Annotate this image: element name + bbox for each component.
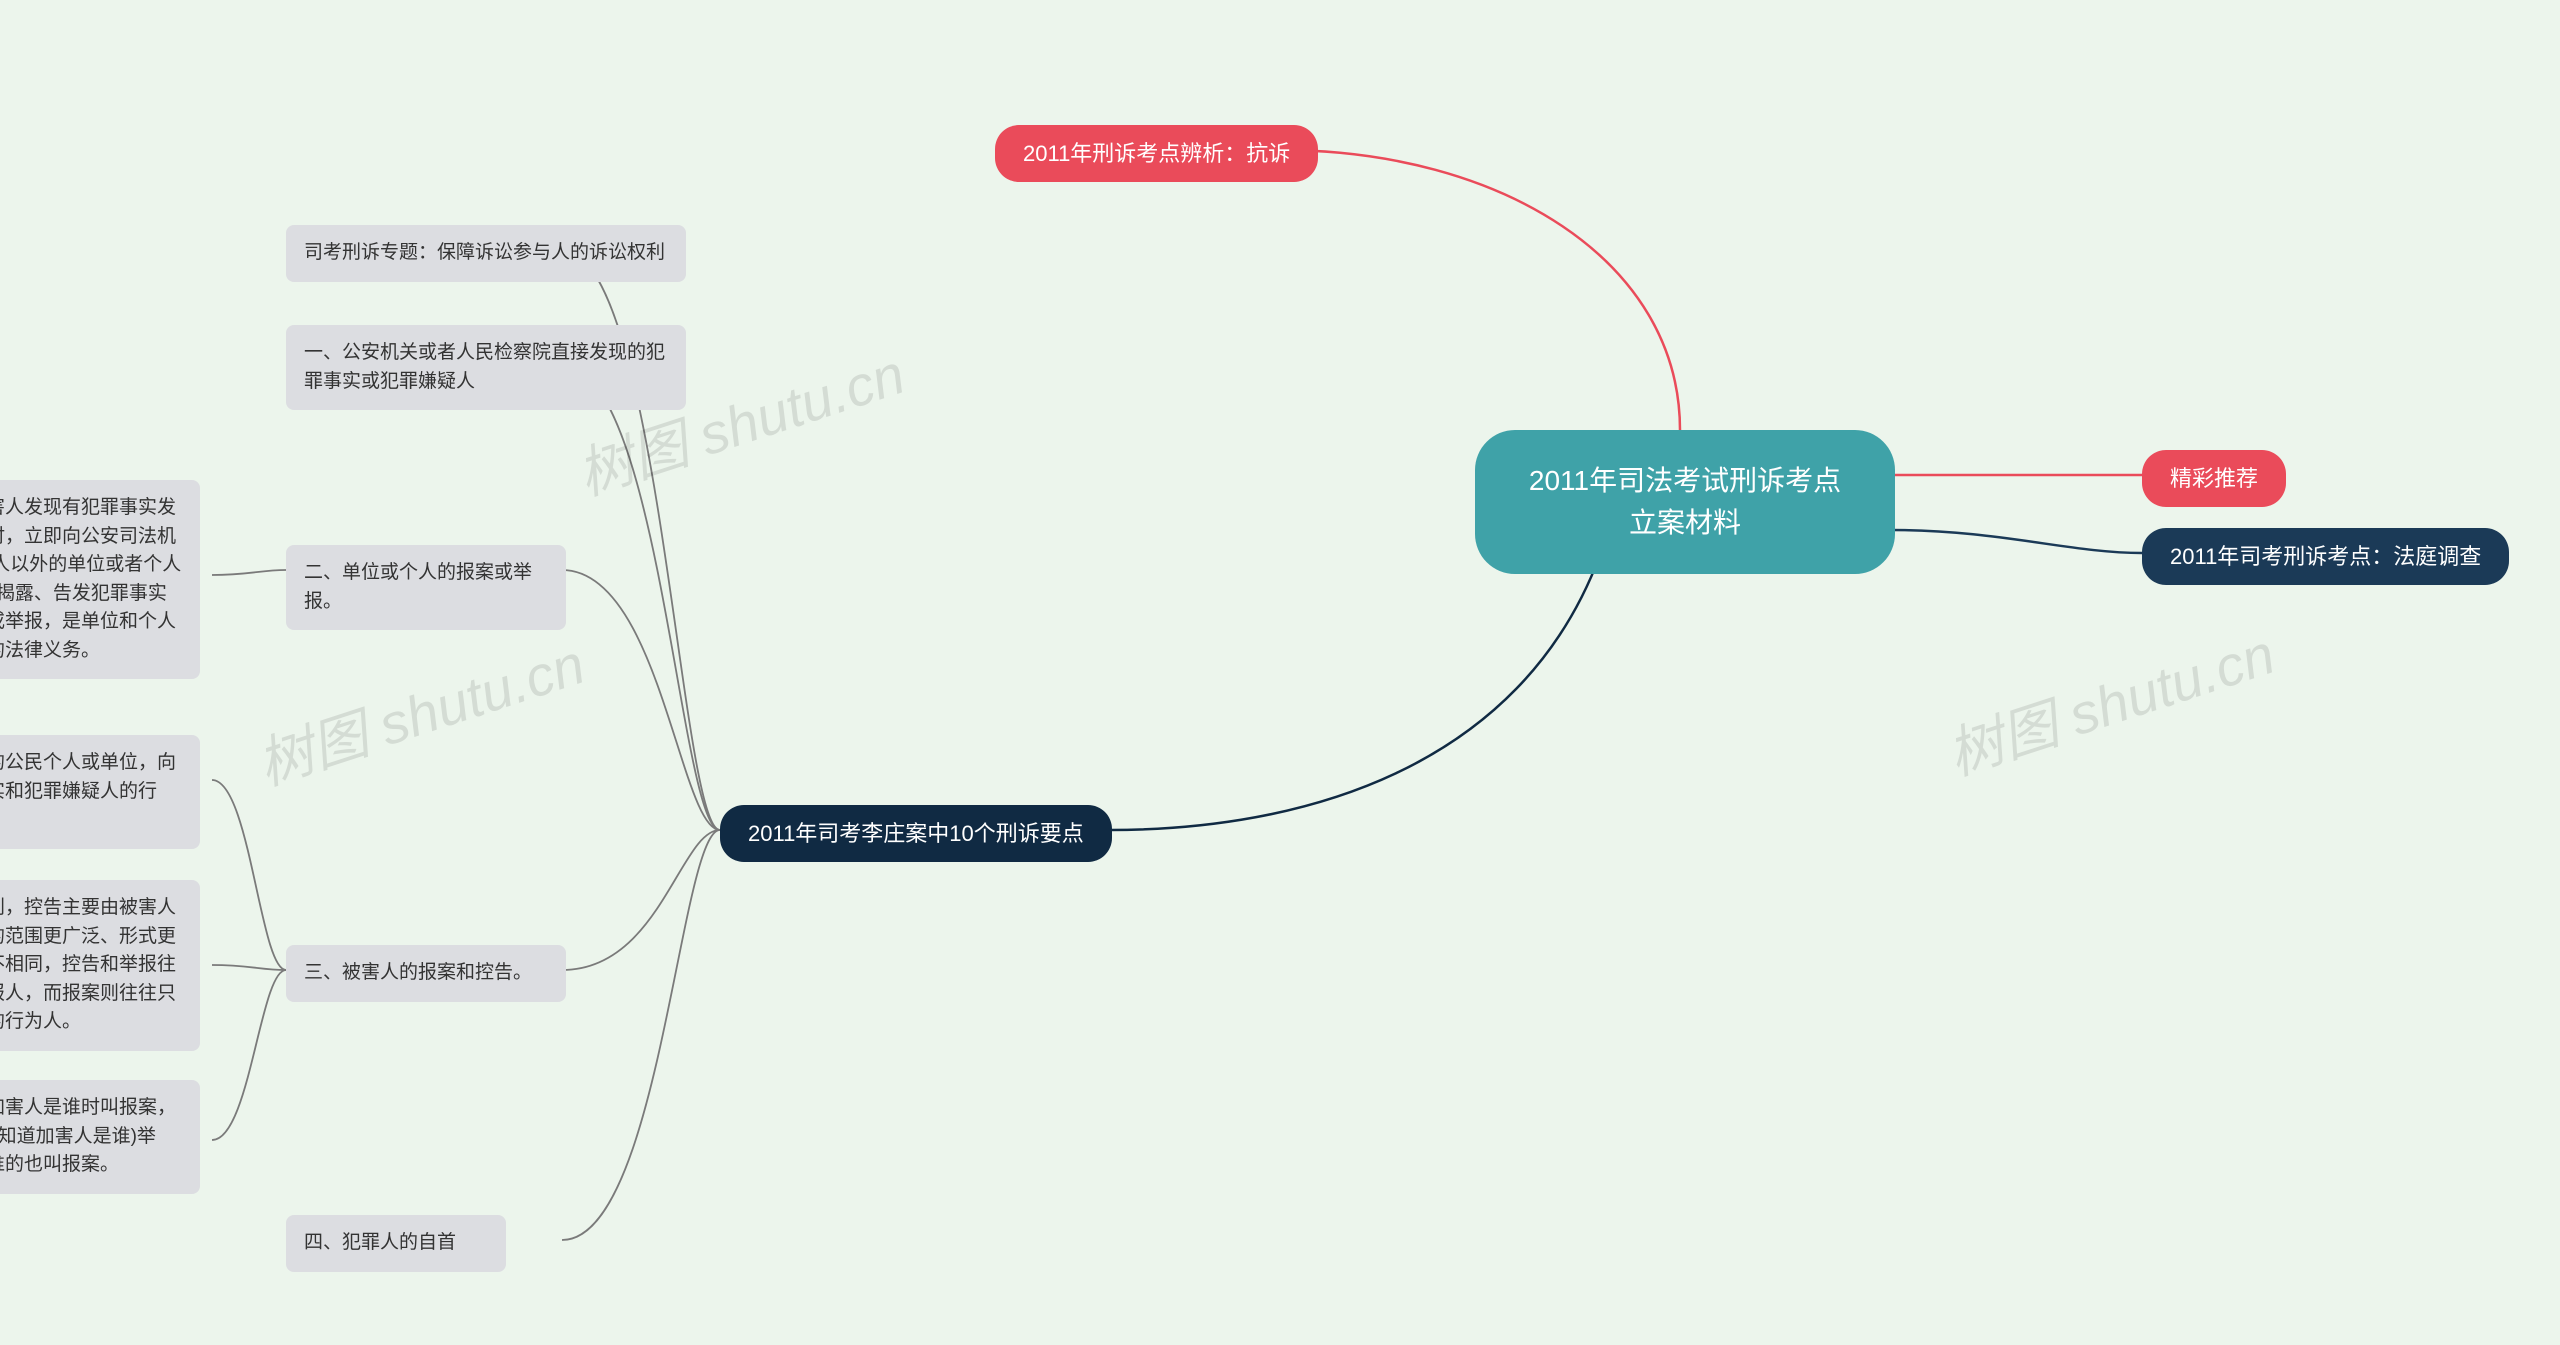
col2-d[interactable]: 三、被害人的报案和控告。 — [286, 945, 566, 1002]
col3-d1-text: 控告是指遭受犯罪行为侵害的公民个人或单位，向司法机关控诉、揭露犯罪事实和犯罪嫌疑… — [0, 752, 176, 830]
right-bottom-label: 2011年司考刑诉考点：法庭调查 — [2170, 544, 2481, 569]
connector-layer — [0, 0, 2560, 1345]
watermark-left: 树图 shutu.cn — [246, 620, 594, 802]
col3-d2[interactable]: 控告和举报既有联系又有区别，控告主要由被害人口头或书面提出，而举报人的范围更广泛… — [0, 880, 200, 1051]
right-middle-node[interactable]: 精彩推荐 — [2142, 450, 2286, 507]
right-middle-label: 精彩推荐 — [2170, 466, 2258, 491]
left-hub-label: 2011年司考李庄案中10个刑诉要点 — [748, 821, 1084, 846]
col3-c1-text: 报案是指单位、个人以及被害人发现有犯罪事实发生，但不知犯罪嫌疑人是谁时，立即向公… — [0, 497, 181, 661]
col2-b[interactable]: 一、公安机关或者人民检察院直接发现的犯罪事实或犯罪嫌疑人 — [286, 325, 686, 410]
watermark-right: 树图 shutu.cn — [1936, 610, 2284, 792]
col2-d-text: 三、被害人的报案和控告。 — [304, 962, 532, 983]
col2-e[interactable]: 四、犯罪人的自首 — [286, 1215, 506, 1272]
col3-d1[interactable]: 控告是指遭受犯罪行为侵害的公民个人或单位，向司法机关控诉、揭露犯罪事实和犯罪嫌疑… — [0, 735, 200, 849]
col2-c-text: 二、单位或个人的报案或举报。 — [304, 562, 532, 612]
root-node[interactable]: 2011年司法考试刑诉考点 立案材料 — [1475, 430, 1895, 574]
right-bottom-node[interactable]: 2011年司考刑诉考点：法庭调查 — [2142, 528, 2509, 585]
col3-d3-text: 总结：就自己的被害而不知加害人是谁时叫报案，知道是谁时叫控告;管闲事(并知道加害… — [0, 1097, 176, 1175]
col2-a-text: 司考刑诉专题：保障诉讼参与人的诉讼权利 — [304, 242, 665, 263]
right-top-label: 2011年刑诉考点辨析：抗诉 — [1023, 141, 1290, 166]
col2-e-text: 四、犯罪人的自首 — [304, 1232, 456, 1253]
col2-a[interactable]: 司考刑诉专题：保障诉讼参与人的诉讼权利 — [286, 225, 686, 282]
col2-b-text: 一、公安机关或者人民检察院直接发现的犯罪事实或犯罪嫌疑人 — [304, 342, 665, 392]
root-line1: 2011年司法考试刑诉考点 — [1529, 465, 1841, 496]
right-top-node[interactable]: 2011年刑诉考点辨析：抗诉 — [995, 125, 1318, 182]
root-line2: 立案材料 — [1629, 507, 1741, 538]
col3-d3[interactable]: 总结：就自己的被害而不知加害人是谁时叫报案，知道是谁时叫控告;管闲事(并知道加害… — [0, 1080, 200, 1194]
col2-c[interactable]: 二、单位或个人的报案或举报。 — [286, 545, 566, 630]
col3-d2-text: 控告和举报既有联系又有区别，控告主要由被害人口头或书面提出，而举报人的范围更广泛… — [0, 897, 176, 1032]
left-hub-node[interactable]: 2011年司考李庄案中10个刑诉要点 — [720, 805, 1112, 862]
col3-c1[interactable]: 报案是指单位、个人以及被害人发现有犯罪事实发生，但不知犯罪嫌疑人是谁时，立即向公… — [0, 480, 200, 679]
